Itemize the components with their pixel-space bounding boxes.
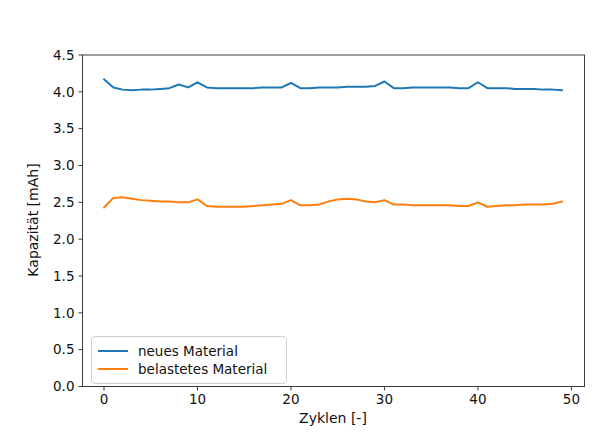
x-tick-label: 10 <box>189 391 206 407</box>
x-axis-label: Zyklen [-] <box>82 411 584 425</box>
y-tick-label: 1.0 <box>53 305 74 321</box>
y-tick-label: 0.0 <box>53 378 74 394</box>
legend-line-sample <box>98 350 128 353</box>
series-line <box>104 197 562 207</box>
y-axis-label: Kapazität [mAh] <box>26 163 40 276</box>
x-tick-label: 0 <box>100 391 109 407</box>
y-tick-label: 1.5 <box>53 268 74 284</box>
y-tick-label: 2.5 <box>53 194 74 210</box>
x-tick-label: 40 <box>469 391 486 407</box>
legend-label: belastetes Material <box>138 361 267 377</box>
y-tick-label: 3.5 <box>53 120 74 136</box>
x-tick-label: 50 <box>563 391 580 407</box>
y-tick-label: 4.0 <box>53 84 74 100</box>
legend-line-sample <box>98 368 128 371</box>
legend: neues Material belastetes Material <box>91 336 287 384</box>
figure: 0 10 20 30 40 50 0.0 0.5 1.0 1.5 2.0 2.5 3.0 3.5 4.0 4.… <box>0 0 616 438</box>
legend-label: neues Material <box>138 343 238 359</box>
series-line <box>104 79 562 90</box>
y-tick-label: 0.5 <box>53 341 74 357</box>
legend-item: neues Material <box>98 343 278 359</box>
x-tick-label: 30 <box>376 391 393 407</box>
y-tick-label: 4.5 <box>53 47 74 63</box>
y-tick-label: 2.0 <box>53 231 74 247</box>
x-tick-label: 20 <box>282 391 299 407</box>
y-tick-label: 3.0 <box>53 157 74 173</box>
legend-item: belastetes Material <box>98 361 278 377</box>
